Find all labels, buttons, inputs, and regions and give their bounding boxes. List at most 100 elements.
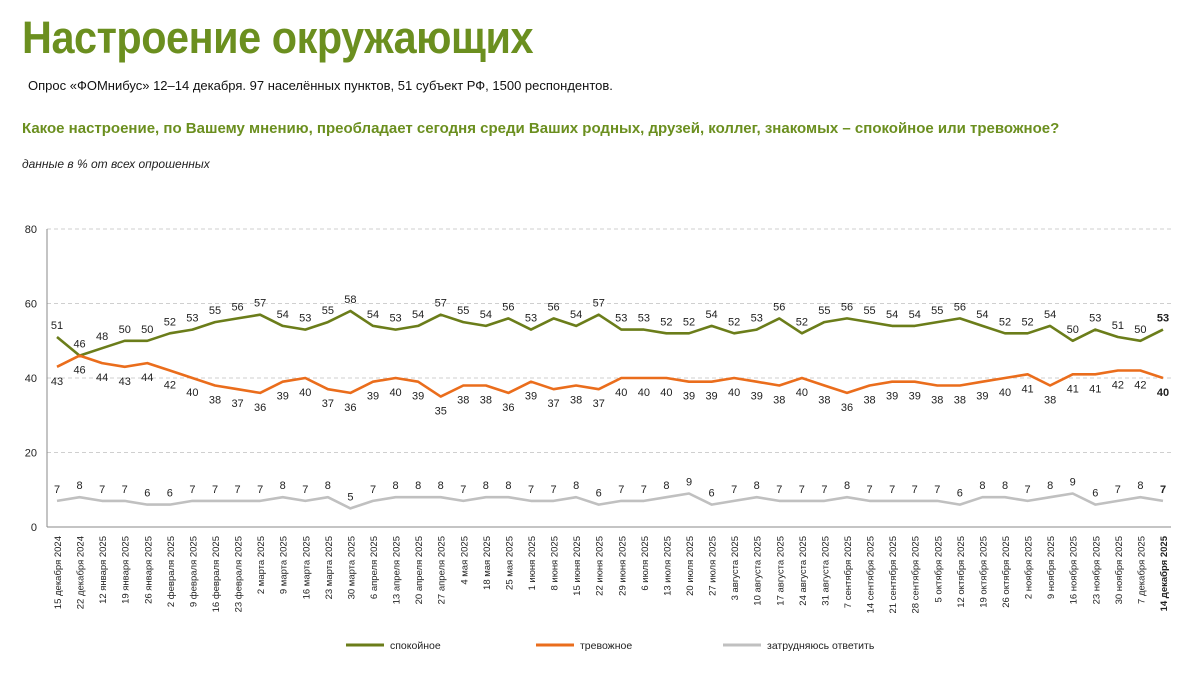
x-tick-label: 19 января 2025 bbox=[121, 536, 132, 604]
data-label-undecided: 7 bbox=[821, 484, 827, 496]
data-label-calm: 56 bbox=[773, 301, 785, 313]
data-label-anxious: 42 bbox=[1112, 380, 1124, 392]
x-tick-label: 23 февраля 2025 bbox=[234, 536, 245, 612]
data-label-anxious: 39 bbox=[525, 391, 537, 403]
data-label-calm: 55 bbox=[931, 305, 943, 317]
data-label-anxious: 43 bbox=[119, 376, 131, 388]
data-label-undecided: 7 bbox=[99, 484, 105, 496]
x-tick-label: 30 марта 2025 bbox=[346, 536, 357, 599]
data-label-undecided: 8 bbox=[77, 480, 83, 492]
series-line-0 bbox=[56, 309, 1164, 357]
data-label-undecided: 7 bbox=[460, 484, 466, 496]
x-tick-label: 21 сентября 2025 bbox=[888, 536, 899, 614]
data-label-anxious: 40 bbox=[999, 387, 1011, 399]
data-label-anxious: 38 bbox=[773, 394, 785, 406]
x-tick-label: 9 февраля 2025 bbox=[188, 536, 199, 607]
x-tick-label: 4 мая 2025 bbox=[459, 536, 470, 585]
data-label-anxious: 41 bbox=[1067, 383, 1079, 395]
data-label-undecided: 8 bbox=[483, 480, 489, 492]
data-label-undecided: 7 bbox=[799, 484, 805, 496]
x-tick-label: 26 октября 2025 bbox=[1001, 536, 1012, 608]
x-tick-label: 12 января 2025 bbox=[98, 536, 109, 604]
x-tick-label: 9 ноября 2025 bbox=[1046, 536, 1057, 599]
data-label-calm: 55 bbox=[322, 305, 334, 317]
data-label-undecided: 6 bbox=[1092, 488, 1098, 500]
data-label-calm: 54 bbox=[976, 309, 988, 321]
x-tick-label: 28 сентября 2025 bbox=[911, 536, 922, 614]
data-label-calm: 46 bbox=[73, 339, 85, 351]
data-label-anxious: 39 bbox=[705, 391, 717, 403]
x-tick-label: 29 июня 2025 bbox=[617, 536, 628, 596]
data-label-anxious: 40 bbox=[660, 387, 672, 399]
data-label-undecided: 6 bbox=[167, 488, 173, 500]
data-label-calm: 48 bbox=[96, 331, 108, 343]
data-label-anxious: 40 bbox=[1157, 387, 1169, 399]
data-label-anxious: 39 bbox=[277, 391, 289, 403]
data-label-anxious: 35 bbox=[435, 406, 447, 418]
data-label-anxious: 38 bbox=[818, 394, 830, 406]
data-label-undecided: 7 bbox=[618, 484, 624, 496]
data-label-anxious: 37 bbox=[593, 398, 605, 410]
data-label-anxious: 38 bbox=[1044, 394, 1056, 406]
series-line-2 bbox=[56, 492, 1164, 510]
x-tick-label: 9 марта 2025 bbox=[279, 536, 290, 594]
data-label-anxious: 42 bbox=[1134, 380, 1146, 392]
data-label-undecided: 7 bbox=[235, 484, 241, 496]
x-tick-label: 20 апреля 2025 bbox=[414, 536, 425, 604]
data-label-calm: 52 bbox=[164, 316, 176, 328]
data-label-calm: 55 bbox=[863, 305, 875, 317]
data-label-undecided: 6 bbox=[596, 488, 602, 500]
data-label-undecided: 8 bbox=[844, 480, 850, 492]
data-label-undecided: 7 bbox=[528, 484, 534, 496]
survey-subtitle: Опрос «ФОМнибус» 12–14 декабря. 97 насел… bbox=[28, 78, 613, 93]
data-label-undecided: 7 bbox=[731, 484, 737, 496]
data-label-calm: 50 bbox=[1067, 324, 1079, 336]
data-label-calm: 50 bbox=[119, 324, 131, 336]
data-label-undecided: 7 bbox=[867, 484, 873, 496]
data-label-calm: 52 bbox=[796, 316, 808, 328]
data-label-calm: 54 bbox=[367, 309, 379, 321]
x-tick-label: 7 сентября 2025 bbox=[843, 536, 854, 608]
x-tick-label: 20 июля 2025 bbox=[685, 536, 696, 596]
data-label-undecided: 7 bbox=[1025, 484, 1031, 496]
data-label-anxious: 39 bbox=[976, 391, 988, 403]
data-label-calm: 56 bbox=[954, 301, 966, 313]
data-label-calm: 53 bbox=[1157, 313, 1169, 325]
x-tick-label: 16 февраля 2025 bbox=[211, 536, 222, 612]
data-label-calm: 54 bbox=[1044, 309, 1056, 321]
data-label-undecided: 7 bbox=[551, 484, 557, 496]
data-label-calm: 53 bbox=[299, 313, 311, 325]
data-label-anxious: 41 bbox=[1021, 383, 1033, 395]
data-label-undecided: 7 bbox=[776, 484, 782, 496]
x-tick-label: 2 февраля 2025 bbox=[166, 536, 177, 607]
x-tick-label: 16 ноября 2025 bbox=[1069, 536, 1080, 604]
x-tick-label: 18 мая 2025 bbox=[482, 536, 493, 590]
x-tick-label: 5 октября 2025 bbox=[933, 536, 944, 603]
x-tick-label: 14 сентября 2025 bbox=[866, 536, 877, 614]
data-label-calm: 56 bbox=[502, 301, 514, 313]
data-label-undecided: 8 bbox=[325, 480, 331, 492]
data-label-calm: 56 bbox=[231, 301, 243, 313]
page-title: Настроение окружающих bbox=[22, 12, 534, 63]
data-label-anxious: 44 bbox=[141, 372, 153, 384]
data-label-undecided: 8 bbox=[1137, 480, 1143, 492]
data-label-anxious: 43 bbox=[51, 376, 63, 388]
data-label-undecided: 6 bbox=[709, 488, 715, 500]
data-label-undecided: 8 bbox=[280, 480, 286, 492]
data-label-calm: 54 bbox=[705, 309, 717, 321]
data-label-calm: 58 bbox=[344, 294, 356, 306]
data-label-anxious: 44 bbox=[96, 372, 108, 384]
y-tick-label: 0 bbox=[31, 522, 37, 534]
x-tick-label: 12 октября 2025 bbox=[956, 536, 967, 608]
data-label-undecided: 8 bbox=[573, 480, 579, 492]
y-tick-label: 80 bbox=[25, 224, 37, 236]
x-tick-label: 22 июня 2025 bbox=[595, 536, 606, 596]
data-label-undecided: 8 bbox=[438, 480, 444, 492]
survey-question: Какое настроение, по Вашему мнению, прео… bbox=[22, 120, 1060, 137]
x-tick-label: 15 декабря 2024 bbox=[53, 536, 64, 609]
data-label-undecided: 8 bbox=[1002, 480, 1008, 492]
data-label-anxious: 39 bbox=[751, 391, 763, 403]
data-label-undecided: 7 bbox=[212, 484, 218, 496]
data-label-calm: 55 bbox=[457, 305, 469, 317]
data-label-anxious: 40 bbox=[728, 387, 740, 399]
